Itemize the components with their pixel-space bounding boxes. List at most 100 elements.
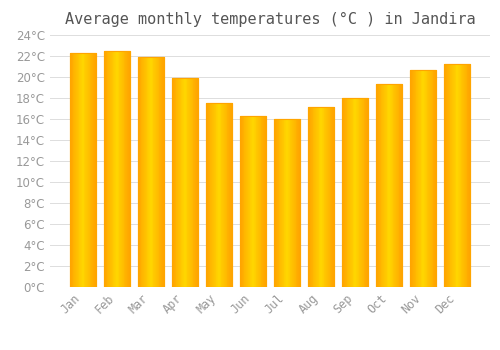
- Bar: [112, 51, 114, 287]
- Bar: [138, 57, 164, 287]
- Bar: [142, 57, 143, 287]
- Bar: [391, 84, 392, 287]
- Bar: [225, 103, 226, 287]
- Bar: [214, 103, 216, 287]
- Bar: [244, 116, 246, 287]
- Bar: [104, 51, 105, 287]
- Bar: [258, 116, 259, 287]
- Bar: [121, 51, 122, 287]
- Bar: [123, 51, 124, 287]
- Bar: [281, 119, 282, 287]
- Bar: [423, 70, 424, 287]
- Bar: [161, 57, 162, 287]
- Bar: [448, 64, 450, 287]
- Bar: [120, 51, 121, 287]
- Bar: [363, 98, 364, 287]
- Bar: [70, 53, 71, 287]
- Bar: [179, 78, 180, 287]
- Bar: [456, 64, 457, 287]
- Bar: [248, 116, 250, 287]
- Bar: [286, 119, 287, 287]
- Bar: [277, 119, 278, 287]
- Bar: [354, 98, 355, 287]
- Bar: [283, 119, 284, 287]
- Bar: [321, 107, 322, 287]
- Bar: [151, 57, 152, 287]
- Bar: [444, 64, 446, 287]
- Bar: [453, 64, 454, 287]
- Bar: [114, 51, 115, 287]
- Bar: [298, 119, 299, 287]
- Bar: [288, 119, 290, 287]
- Bar: [468, 64, 469, 287]
- Bar: [77, 53, 78, 287]
- Bar: [116, 51, 117, 287]
- Bar: [75, 53, 76, 287]
- Bar: [309, 107, 310, 287]
- Bar: [358, 98, 360, 287]
- Bar: [71, 53, 72, 287]
- Bar: [462, 64, 463, 287]
- Bar: [294, 119, 296, 287]
- Bar: [317, 107, 318, 287]
- Bar: [264, 116, 265, 287]
- Bar: [418, 70, 419, 287]
- Bar: [293, 119, 294, 287]
- Bar: [390, 84, 391, 287]
- Bar: [364, 98, 366, 287]
- Bar: [140, 57, 141, 287]
- Bar: [118, 51, 120, 287]
- Bar: [247, 116, 248, 287]
- Bar: [256, 116, 257, 287]
- Bar: [191, 78, 192, 287]
- Bar: [386, 84, 388, 287]
- Bar: [429, 70, 430, 287]
- Bar: [206, 103, 232, 287]
- Bar: [157, 57, 158, 287]
- Bar: [360, 98, 361, 287]
- Bar: [400, 84, 401, 287]
- Bar: [262, 116, 263, 287]
- Bar: [254, 116, 256, 287]
- Bar: [428, 70, 429, 287]
- Bar: [460, 64, 462, 287]
- Bar: [158, 57, 160, 287]
- Bar: [80, 53, 81, 287]
- Bar: [206, 103, 232, 287]
- Bar: [465, 64, 466, 287]
- Bar: [70, 53, 96, 287]
- Bar: [458, 64, 459, 287]
- Bar: [180, 78, 182, 287]
- Bar: [124, 51, 126, 287]
- Bar: [122, 51, 123, 287]
- Bar: [110, 51, 111, 287]
- Bar: [376, 84, 402, 287]
- Bar: [105, 51, 106, 287]
- Bar: [111, 51, 112, 287]
- Bar: [139, 57, 140, 287]
- Bar: [396, 84, 397, 287]
- Bar: [296, 119, 297, 287]
- Bar: [138, 57, 164, 287]
- Bar: [346, 98, 348, 287]
- Bar: [323, 107, 324, 287]
- Bar: [177, 78, 178, 287]
- Bar: [459, 64, 460, 287]
- Bar: [197, 78, 198, 287]
- Bar: [88, 53, 90, 287]
- Bar: [242, 116, 243, 287]
- Bar: [384, 84, 385, 287]
- Bar: [382, 84, 383, 287]
- Bar: [344, 98, 345, 287]
- Bar: [81, 53, 82, 287]
- Bar: [320, 107, 321, 287]
- Bar: [397, 84, 398, 287]
- Bar: [378, 84, 379, 287]
- Bar: [104, 51, 130, 287]
- Bar: [284, 119, 286, 287]
- Bar: [260, 116, 262, 287]
- Bar: [155, 57, 156, 287]
- Bar: [395, 84, 396, 287]
- Bar: [115, 51, 116, 287]
- Bar: [223, 103, 224, 287]
